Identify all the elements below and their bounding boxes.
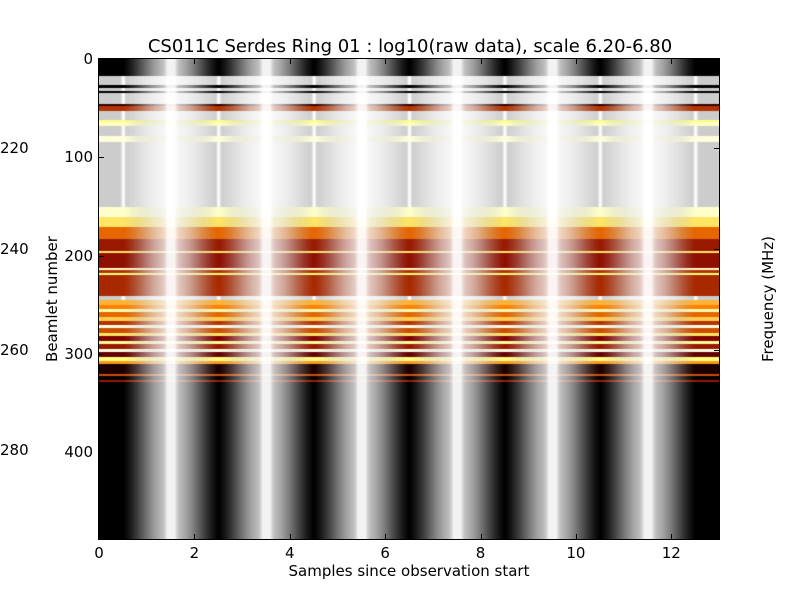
x-tick-mark — [289, 59, 291, 64]
chart-title: CS011C Serdes Ring 01 : log10(raw data),… — [147, 36, 673, 57]
x-tick-mark — [480, 59, 482, 64]
x-tick-label: 12 — [661, 544, 681, 562]
x-tick-label: 2 — [189, 544, 200, 562]
x-tick-mark — [575, 59, 577, 64]
y-tick-mark — [99, 354, 104, 356]
x-tick-label: 8 — [475, 544, 486, 562]
x-tick-mark — [385, 59, 387, 64]
x-tick-label: 6 — [380, 544, 390, 562]
x-tick-mark — [575, 534, 577, 539]
y-tick-label: 200 — [64, 246, 93, 265]
y2-tick-label: 260 — [0, 340, 29, 359]
y2-tick-mark — [714, 148, 719, 150]
y-tick-mark — [99, 59, 104, 60]
y-tick-label: 100 — [64, 148, 93, 167]
y2-tick-mark — [714, 349, 719, 351]
y-tick-label: 0 — [83, 50, 93, 68]
x-tick-mark — [99, 534, 100, 539]
x-tick-label: 10 — [566, 544, 586, 562]
x-tick-mark — [99, 59, 100, 64]
heatmap-image — [99, 59, 719, 539]
y-tick-mark — [99, 157, 104, 159]
y2-tick-label: 240 — [0, 239, 29, 258]
y-tick-mark — [99, 452, 104, 454]
x-tick-mark — [671, 59, 673, 64]
x-tick-mark — [194, 534, 196, 539]
x-tick-label: 0 — [94, 544, 104, 562]
x-tick-mark — [480, 534, 482, 539]
x-tick-mark — [289, 534, 291, 539]
y2-axis-label: Frequency (MHz) — [759, 235, 777, 363]
y2-tick-label: 280 — [0, 441, 29, 460]
y-tick-label: 400 — [64, 443, 93, 462]
y-axis-label: Beamlet number — [43, 236, 61, 362]
x-tick-mark — [385, 534, 387, 539]
x-tick-label: 4 — [284, 544, 295, 562]
y-tick-mark — [99, 255, 104, 257]
x-tick-mark — [671, 534, 673, 539]
x-tick-mark — [194, 59, 196, 64]
y2-tick-label: 220 — [0, 139, 29, 158]
y-tick-label: 300 — [64, 345, 93, 364]
y2-tick-mark — [714, 450, 719, 452]
y2-tick-mark — [714, 248, 719, 250]
x-axis-label: Samples since observation start — [288, 562, 530, 580]
